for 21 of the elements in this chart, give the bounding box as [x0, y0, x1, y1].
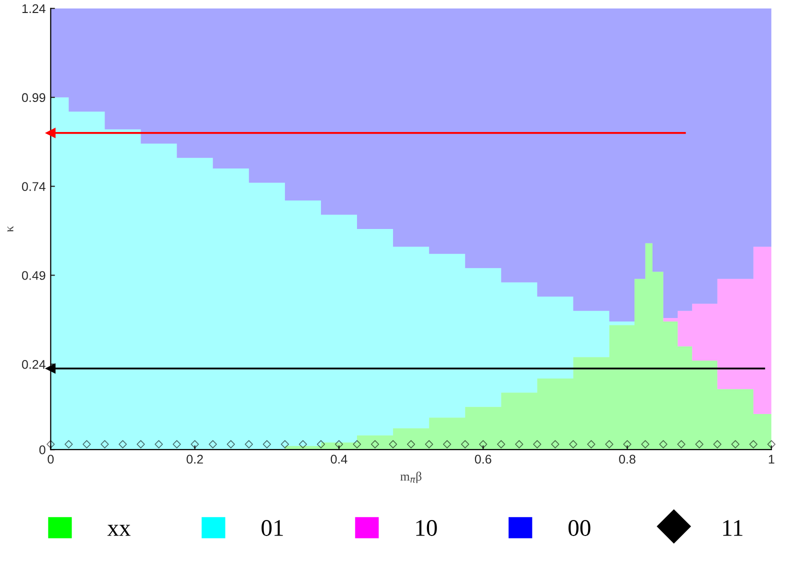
point — [46, 128, 56, 138]
point — [46, 364, 56, 374]
legend-label: 00 — [568, 520, 590, 536]
x-tick-label: 0.8 — [619, 454, 636, 464]
x-tick-label: 0.6 — [474, 454, 492, 464]
x-axis-title: m$_{π}$β — [400, 472, 422, 484]
legend-label: 01 — [262, 520, 283, 536]
x-tick-label: 0.4 — [330, 454, 348, 464]
y-tick-label: 0 — [39, 445, 46, 454]
y-axis-title: κ — [8, 226, 14, 232]
legend-label: 10 — [416, 520, 437, 536]
y-tick-label: 0.49 — [22, 271, 46, 280]
legend-label: xx — [107, 524, 131, 536]
x-tick-label: 1 — [768, 454, 774, 464]
x-tick-label: 0.2 — [186, 454, 203, 464]
y-tick-label: 0.24 — [22, 360, 46, 369]
legend-label: 11 — [723, 520, 742, 536]
y-tick-label: 0.99 — [22, 93, 46, 102]
y-tick-label: 0.74 — [22, 182, 46, 191]
y-tick-label: 1.24 — [22, 4, 46, 13]
x-tick-label: 0 — [48, 454, 54, 464]
